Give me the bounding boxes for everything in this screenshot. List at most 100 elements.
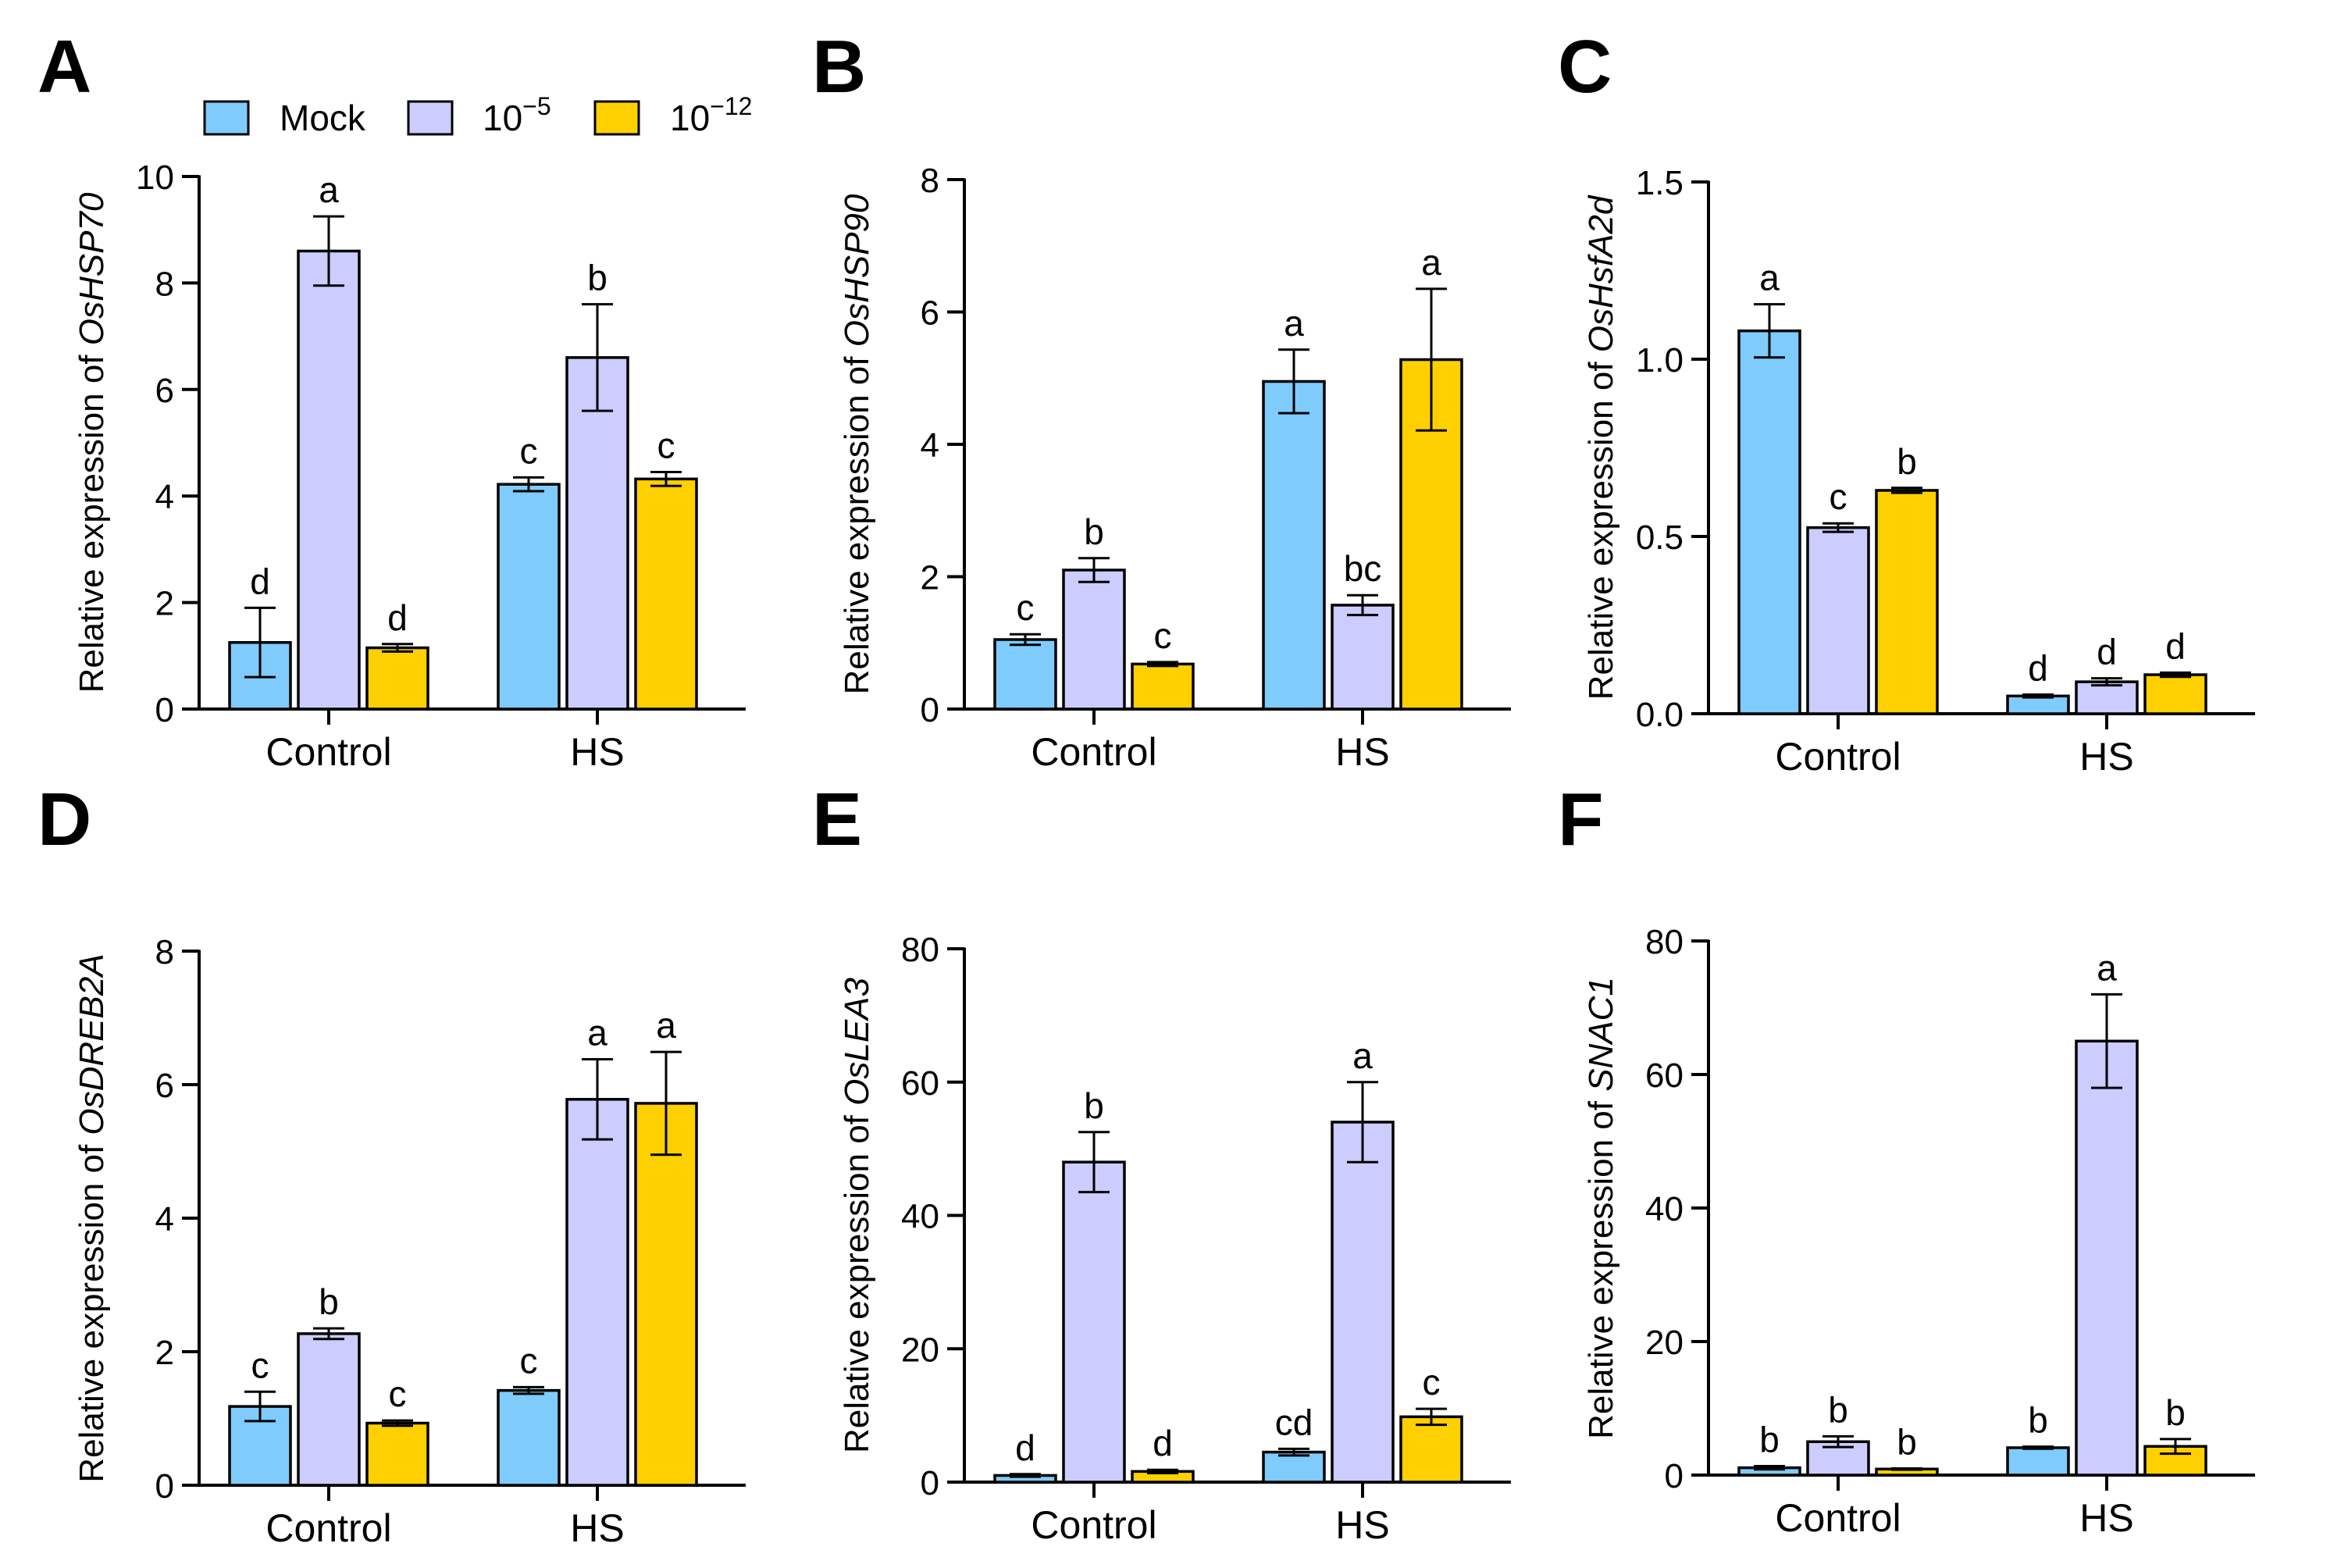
y-tick-label: 1.5 [1636,164,1684,202]
significance-letter: b [2165,1392,2186,1433]
bar [1875,489,1939,715]
bar [365,646,429,711]
legend-swatch-1e-5 [407,100,454,136]
y-tick-label: 2 [155,585,174,623]
bar [497,1388,561,1487]
significance-letter: c [1154,615,1172,656]
bar [1131,662,1195,711]
panel-letter: D [37,778,91,861]
x-category-label: Control [265,730,391,774]
bar [2143,673,2207,715]
bar [497,483,561,711]
significance-letter: c [1423,1362,1441,1402]
y-tick-label: 0 [155,1467,174,1506]
y-tick-label: 8 [921,162,939,200]
y-axis-label: Relative expression of OsHsfA2d [1582,194,1620,700]
x-category-label: Control [1775,1496,1901,1540]
x-category-label: Control [1031,730,1156,774]
bar [297,249,361,711]
x-category-label: Control [1031,1503,1156,1547]
y-tick-label: 8 [155,933,174,971]
y-tick-label: 4 [921,426,939,465]
panel-letter: C [1558,25,1612,109]
significance-letter: c [1830,476,1847,517]
x-category-label: HS [2079,735,2133,779]
significance-letter: a [1352,1035,1373,1076]
y-tick-label: 2 [921,559,939,597]
bar [1806,526,1870,715]
significance-letter: a [1421,242,1441,283]
legend-label-1e-12: 10−12 [670,92,752,138]
panel-d: D 0 2 4 6 8 Control HS Relative expression of Os… [37,778,746,1550]
legend-label-1e-5: 10−5 [483,92,551,138]
bar [1737,329,1801,715]
panel-letter: B [812,25,866,109]
significance-letter: d [2165,625,2186,666]
panel-letter: E [812,778,862,861]
x-category-label: HS [570,730,624,774]
bar [1062,568,1126,711]
significance-letter: a [2097,947,2117,988]
bar [2006,1446,2070,1477]
bar [2075,1039,2139,1477]
y-tick-label: 1.0 [1636,341,1684,380]
y-tick-label: 0.5 [1636,519,1684,557]
bar [2075,680,2139,715]
y-tick-label: 20 [1645,1324,1684,1362]
legend-swatch-mock [203,100,250,136]
significance-letter: b [1084,1085,1104,1126]
panel-a: A 0 2 4 6 8 10 Control HS Relative expression of … [37,25,746,774]
y-tick-label: 6 [155,372,174,410]
y-tick-label: 0 [921,691,939,729]
panel-f: F 0 20 40 60 80 Control HS Relative expression o… [1558,778,2255,1540]
significance-letter: a [319,169,339,210]
bar [634,1102,698,1487]
x-category-label: HS [1335,730,1389,774]
x-category-label: HS [1335,1503,1389,1547]
bar [565,356,629,711]
significance-letter: a [1284,303,1304,344]
significance-letter: c [389,1374,407,1414]
y-tick-label: 6 [921,294,939,333]
x-category-label: HS [570,1506,624,1550]
significance-letter: cd [1275,1402,1313,1442]
significance-letter: b [1897,441,1917,482]
significance-letter: c [520,1340,538,1381]
significance-letter: b [1897,1421,1917,1462]
bar [2006,694,2070,715]
y-tick-label: 80 [1645,923,1684,961]
x-category-label: Control [265,1506,391,1550]
panel-letter: F [1558,778,1604,861]
y-axis-label: Relative expression of OsHSP70 [73,192,111,693]
bar [1331,604,1395,711]
panel-b: B 0 2 4 6 8 Control HS Relative expression of Os… [812,25,1511,774]
bar [1262,380,1326,711]
y-tick-label: 0 [155,691,174,729]
significance-letter: b [319,1281,339,1322]
legend-swatch-1e-12 [593,100,640,136]
bar [297,1332,361,1487]
significance-letter: d [2028,647,2048,688]
y-axis-label: Relative expression of SNAC1 [1582,977,1620,1439]
significance-letter: c [520,430,538,471]
y-tick-label: 40 [1645,1190,1684,1228]
significance-letter: b [1084,511,1104,552]
panel-letter: A [37,25,91,109]
significance-letter: b [587,258,607,298]
y-tick-label: 80 [901,931,939,969]
y-tick-label: 20 [901,1331,939,1369]
bar [993,638,1057,711]
y-tick-label: 0 [1665,1457,1684,1495]
panel-e: E 0 20 40 60 80 Control HS Relative expression o… [812,778,1511,1547]
significance-letter: a [587,1013,607,1053]
x-category-label: HS [2079,1496,2133,1540]
bar [634,477,698,711]
y-tick-label: 4 [155,1200,174,1238]
y-tick-label: 6 [155,1067,174,1105]
y-tick-label: 4 [155,478,174,516]
significance-letter: d [250,561,270,601]
y-tick-label: 2 [155,1334,174,1372]
x-category-label: Control [1775,735,1901,779]
significance-letter: b [2028,1400,2048,1441]
